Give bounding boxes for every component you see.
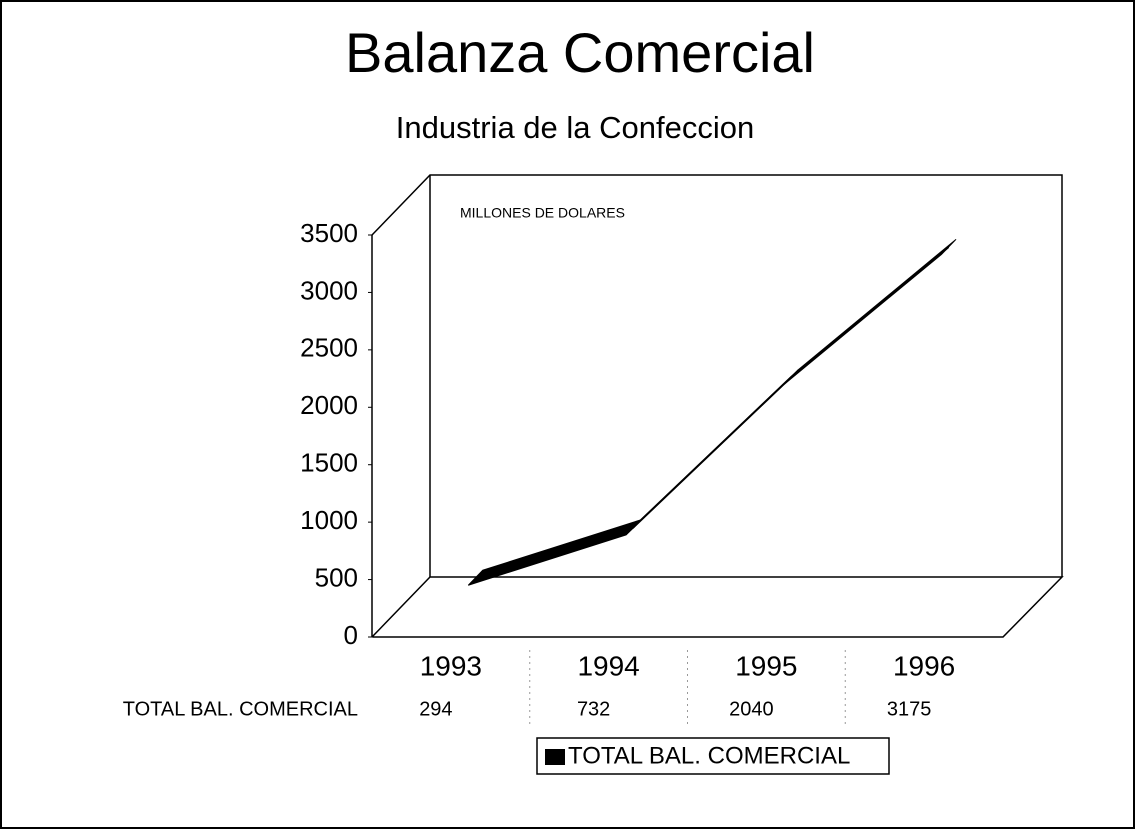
y-tick-label: 0 bbox=[344, 620, 358, 650]
series-line bbox=[474, 246, 950, 579]
floor bbox=[371, 576, 1064, 638]
y-tick-label: 2500 bbox=[300, 333, 358, 363]
y-tick-label: 2000 bbox=[300, 390, 358, 420]
y-tick-label: 3500 bbox=[300, 218, 358, 248]
chart-subtitle: Industria de la Confeccion bbox=[396, 110, 754, 145]
x-tick-label: 1994 bbox=[577, 650, 639, 681]
x-tick-label: 1996 bbox=[893, 650, 955, 681]
back-wall bbox=[371, 174, 1063, 577]
table-value: 2040 bbox=[729, 698, 774, 720]
x-tick-label: 1993 bbox=[420, 650, 482, 681]
legend-label: TOTAL BAL. COMERCIAL bbox=[568, 742, 850, 769]
legend-swatch bbox=[545, 749, 565, 765]
table-value: 294 bbox=[419, 698, 452, 720]
x-tick-label: 1995 bbox=[735, 650, 797, 681]
annotation: MILLONES DE DOLARES bbox=[460, 205, 625, 221]
table-row-label: TOTAL BAL. COMERCIAL bbox=[123, 698, 358, 720]
table-value: 732 bbox=[577, 698, 610, 720]
chart-title: Balanza Comercial bbox=[345, 21, 815, 84]
legend-box bbox=[536, 737, 890, 775]
y-tick-label: 1000 bbox=[300, 505, 358, 535]
y-tick-label: 1500 bbox=[300, 448, 358, 478]
y-tick-label: 500 bbox=[315, 562, 358, 592]
axes-3d bbox=[371, 174, 1064, 638]
table-value: 3175 bbox=[887, 698, 932, 720]
y-tick-label: 3000 bbox=[300, 275, 358, 305]
